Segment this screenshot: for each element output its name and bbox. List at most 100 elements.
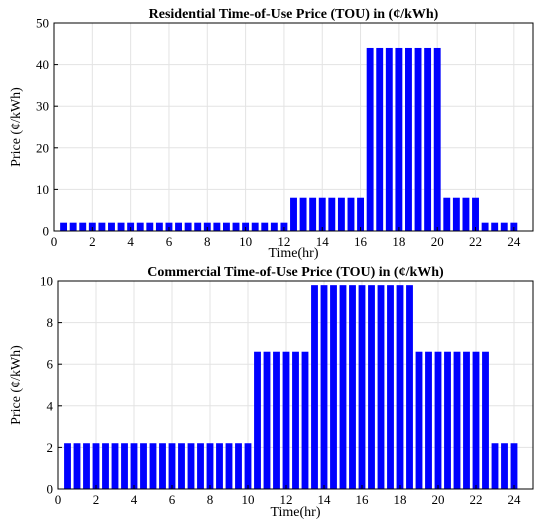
chart1-bar (203, 222, 211, 231)
chart1-y-tick-label: 0 (43, 224, 50, 239)
chart1-bar (251, 222, 259, 231)
chart1-y-tick-label: 50 (36, 16, 49, 31)
chart1-y-tick-label: 40 (36, 57, 49, 72)
chart1-y-tick-label: 10 (36, 182, 49, 197)
chart2-bar (159, 443, 166, 489)
chart1-bar (175, 222, 182, 231)
chart2-bar (92, 443, 100, 489)
chart2-bar (491, 443, 499, 489)
chart2-x-tick-label: 4 (131, 492, 138, 507)
chart2-bar (330, 285, 337, 489)
chart1-bar (290, 197, 297, 231)
chart1-bar (405, 47, 412, 232)
chart1-x-tick-label: 18 (392, 234, 405, 249)
chart1-bar (242, 222, 250, 231)
chart1-x-tick-label: 16 (354, 234, 368, 249)
chart1-bar (88, 222, 96, 231)
chart2-y-tick-label: 10 (40, 274, 53, 289)
chart2-bar (197, 443, 204, 489)
chart2-bar (130, 443, 138, 489)
chart2-bar (64, 443, 71, 489)
chart1-bar (222, 222, 230, 231)
chart2-bar (254, 351, 261, 489)
chart1-bar (424, 47, 432, 232)
chart2-bar (263, 351, 271, 489)
chart1-bar (69, 222, 77, 231)
chart2-bar (339, 285, 347, 489)
chart1-x-tick-label: 10 (239, 234, 252, 249)
chart1-bar (184, 222, 192, 231)
chart1-bar (433, 47, 441, 232)
chart2-bar (216, 443, 223, 489)
chart1-bar (280, 222, 288, 231)
chart2-bar (187, 443, 195, 489)
chart1-bar (491, 222, 499, 231)
chart2-bar (83, 443, 90, 489)
chart1-bar (385, 47, 393, 232)
chart1-plot-area (54, 23, 533, 231)
chart2-bar (149, 443, 157, 489)
chart2-x-tick-label: 10 (242, 492, 255, 507)
chart1-bar (462, 197, 470, 231)
chart1-bar (60, 222, 68, 231)
chart1-bar (117, 222, 125, 231)
chart2-bar (425, 351, 432, 489)
chart1-bar (376, 47, 384, 232)
chart1-x-tick-label: 24 (507, 234, 521, 249)
chart2-bar (121, 443, 128, 489)
chart2-y-tick-label: 8 (47, 315, 54, 330)
chart1-bar (165, 222, 173, 231)
chart1-x-tick-label: 6 (166, 234, 173, 249)
chart1-bar (472, 197, 479, 231)
chart2-x-tick-label: 12 (280, 492, 293, 507)
chart2-bar (510, 443, 518, 489)
chart2-bar (111, 443, 119, 489)
chart2-bar (140, 443, 147, 489)
chart1-y-axis-label: Price (¢/kWh) (9, 87, 24, 167)
chart1-bar (136, 222, 144, 231)
chart2-bar (235, 443, 242, 489)
chart2-bar (178, 443, 185, 489)
chart2-bar (444, 351, 451, 489)
chart2-bar (320, 285, 328, 489)
chart2-bar (453, 351, 461, 489)
chart2-y-tick-label: 0 (47, 482, 54, 497)
chart1-bar (98, 222, 106, 231)
chart1-bar (270, 222, 278, 231)
chart1-bar (146, 222, 154, 231)
chart1-bar (452, 197, 460, 231)
chart1-x-axis-label: Time(hr) (268, 246, 318, 261)
chart2-bar (349, 285, 356, 489)
chart2-bar (472, 351, 480, 489)
chart2-x-tick-label: 0 (55, 492, 62, 507)
chart1-bar (395, 47, 403, 232)
chart2-x-tick-label: 6 (169, 492, 176, 507)
chart2-x-tick-label: 24 (508, 492, 522, 507)
chart1-bar (443, 197, 451, 231)
chart2-bar (368, 285, 375, 489)
chart2-x-tick-label: 22 (470, 492, 483, 507)
chart1-bar (337, 197, 345, 231)
chart2-bar (73, 443, 81, 489)
chart1-bar (510, 222, 518, 231)
chart1-bar (155, 222, 163, 231)
chart1-x-tick-label: 22 (469, 234, 482, 249)
chart2-bar (396, 285, 404, 489)
chart2-x-tick-label: 20 (432, 492, 445, 507)
chart2-y-tick-label: 6 (47, 357, 54, 372)
chart2-x-tick-label: 2 (93, 492, 100, 507)
chart1-bar (328, 197, 336, 231)
chart2-x-tick-label: 16 (356, 492, 370, 507)
chart2-bar (292, 351, 299, 489)
chart2-bar (482, 351, 489, 489)
chart1-x-tick-label: 2 (89, 234, 96, 249)
chart2-y-axis-label: Price (¢/kWh) (9, 345, 24, 425)
chart1-bar (500, 222, 508, 231)
chart1-bar (232, 222, 240, 231)
chart2-bar (168, 443, 176, 489)
chart2-bar (102, 443, 109, 489)
chart1-x-tick-label: 8 (204, 234, 211, 249)
chart2-bar (282, 351, 290, 489)
chart2-title: Commercial Time-of-Use Price (TOU) in (¢… (147, 265, 444, 280)
